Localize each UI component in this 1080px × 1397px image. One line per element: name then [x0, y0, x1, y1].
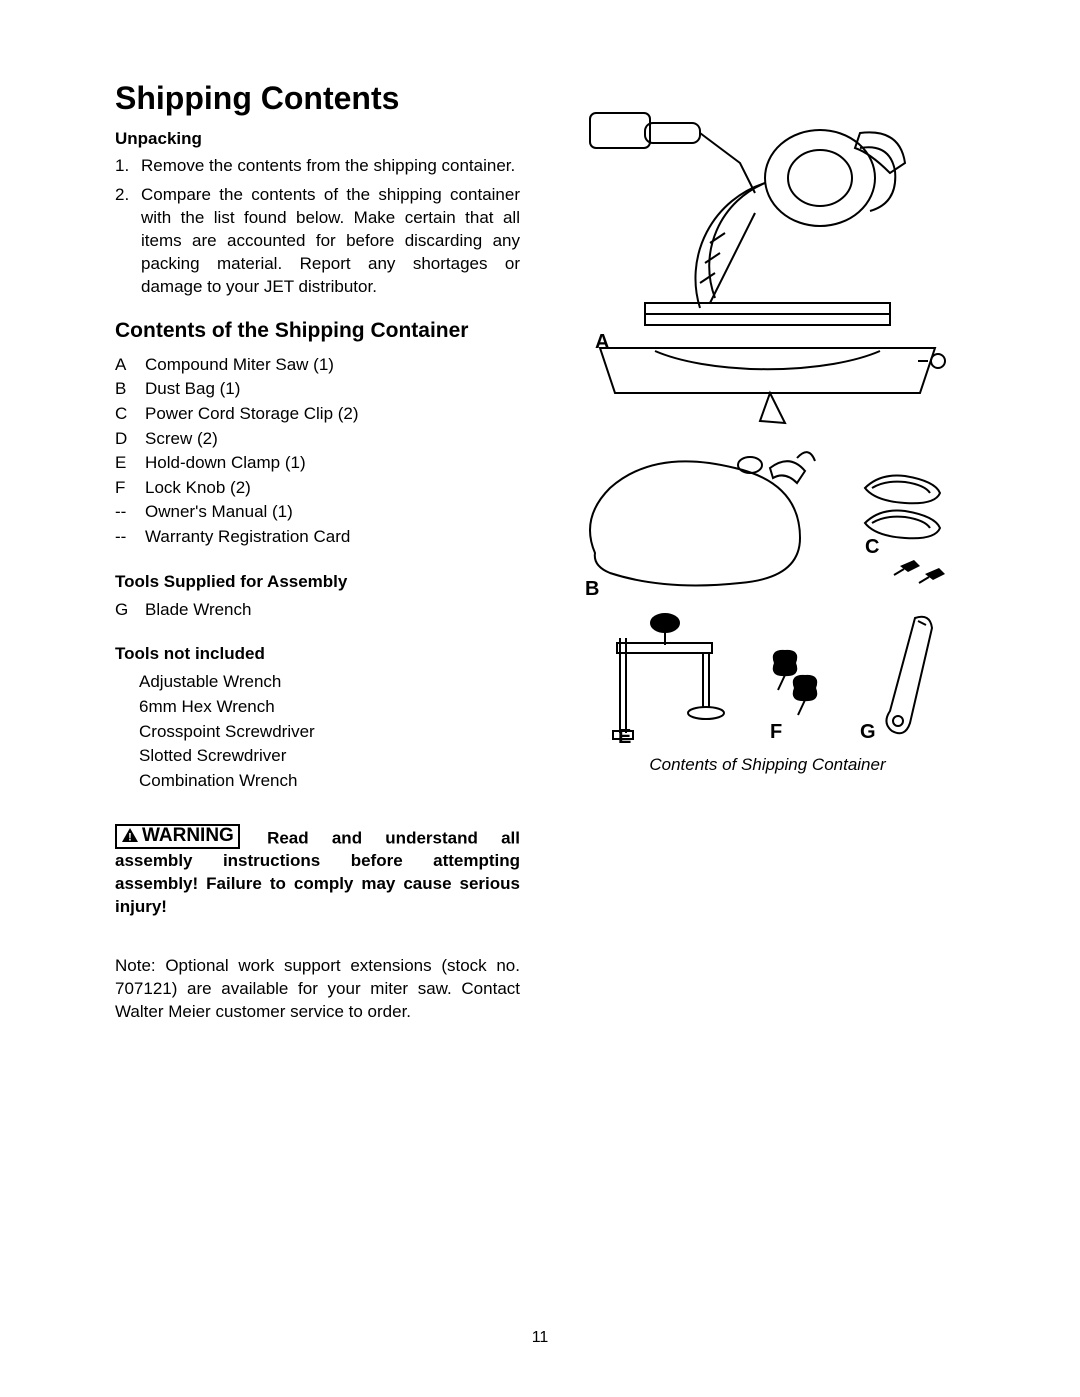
- figure-illustration: A B: [560, 93, 975, 743]
- unpacking-heading: Unpacking: [115, 129, 520, 149]
- list-item: 6mm Hex Wrench: [139, 695, 520, 720]
- tools-supplied-heading: Tools Supplied for Assembly: [115, 572, 520, 592]
- list-item: EHold-down Clamp (1): [115, 451, 520, 476]
- list-item: DScrew (2): [115, 427, 520, 452]
- warning-badge: ! WARNING: [115, 824, 240, 849]
- warning-paragraph: ! WARNING Read and understand all assemb…: [115, 824, 520, 919]
- figure-caption: Contents of Shipping Container: [560, 755, 975, 775]
- left-column: Shipping Contents Unpacking 1. Remove th…: [115, 80, 520, 1024]
- list-item: 2. Compare the contents of the shipping …: [115, 184, 520, 299]
- list-item: ACompound Miter Saw (1): [115, 353, 520, 378]
- contents-list: ACompound Miter Saw (1) BDust Bag (1) CP…: [115, 353, 520, 550]
- warning-label: WARNING: [142, 826, 234, 845]
- figure-label-e: E: [618, 726, 631, 743]
- list-item: BDust Bag (1): [115, 377, 520, 402]
- note-paragraph: Note: Optional work support extensions (…: [115, 955, 520, 1024]
- warning-triangle-icon: !: [121, 827, 139, 843]
- list-item: --Warranty Registration Card: [115, 525, 520, 550]
- tools-not-heading: Tools not included: [115, 644, 520, 664]
- tools-not-list: Adjustable Wrench 6mm Hex Wrench Crosspo…: [115, 670, 520, 793]
- contents-heading: Contents of the Shipping Container: [115, 319, 520, 343]
- figure-label-b: B: [585, 578, 599, 600]
- list-item: Combination Wrench: [139, 769, 520, 794]
- list-item: --Owner's Manual (1): [115, 500, 520, 525]
- figure-label-c: C: [865, 536, 879, 558]
- figure-label-f: F: [770, 721, 782, 743]
- list-item: FLock Knob (2): [115, 476, 520, 501]
- list-item: Slotted Screwdriver: [139, 744, 520, 769]
- figure-label-a: A: [595, 331, 609, 353]
- right-column: A B: [560, 80, 975, 1024]
- list-item: CPower Cord Storage Clip (2): [115, 402, 520, 427]
- list-item: 1. Remove the contents from the shipping…: [115, 155, 520, 178]
- page-number: 11: [0, 1329, 1080, 1347]
- list-item: Crosspoint Screwdriver: [139, 720, 520, 745]
- list-item: GBlade Wrench: [115, 598, 520, 623]
- list-item: Adjustable Wrench: [139, 670, 520, 695]
- svg-text:!: !: [128, 832, 132, 844]
- tools-supplied-list: GBlade Wrench: [115, 598, 520, 623]
- page-title: Shipping Contents: [115, 80, 520, 117]
- unpacking-steps: 1. Remove the contents from the shipping…: [115, 155, 520, 299]
- figure-label-g: G: [860, 721, 876, 743]
